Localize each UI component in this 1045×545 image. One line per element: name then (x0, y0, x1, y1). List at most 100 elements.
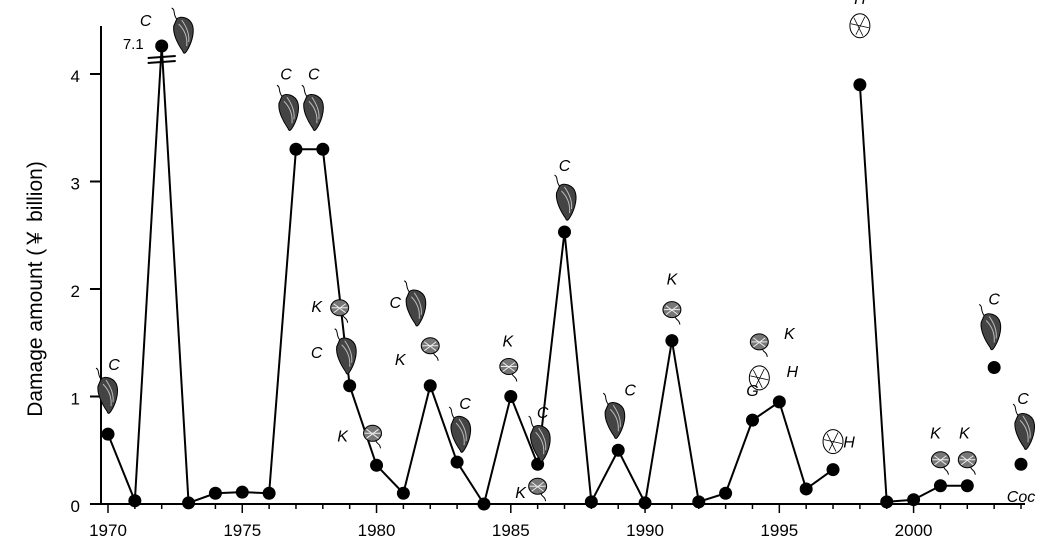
heterocapsa-icon (822, 429, 844, 455)
cell-marks (751, 337, 768, 348)
annotation-label: H (787, 364, 799, 381)
data-point (370, 458, 384, 472)
cell-body (97, 376, 118, 414)
data-point (933, 479, 947, 493)
data-series (101, 39, 1028, 511)
series-segment (670, 340, 700, 503)
flagellum (432, 352, 439, 361)
cell-stripes (561, 186, 573, 214)
data-point (772, 395, 786, 409)
heterocapsa-icon (748, 365, 770, 391)
cell-marks (422, 341, 439, 352)
x-tick-label: 1970 (89, 521, 127, 540)
y-tick-label: 0 (71, 497, 80, 516)
data-point (987, 360, 1001, 374)
series-segment (402, 385, 432, 494)
x-tick-label: 1995 (760, 521, 798, 540)
cochlodinium-icon (602, 392, 626, 439)
cell-plates (823, 432, 843, 452)
cochlodinium-icon (95, 367, 118, 414)
data-point (638, 496, 652, 510)
cell-stripes (410, 292, 422, 319)
annotation-label: C (311, 345, 323, 362)
y-tick-label: 2 (71, 282, 80, 301)
cell-body (555, 183, 577, 221)
data-point (423, 379, 437, 393)
data-point (558, 225, 571, 239)
cell-stripes (178, 19, 190, 47)
karenia-icon (420, 337, 440, 361)
flagellum (301, 84, 308, 97)
cochlodinium-icon (528, 415, 551, 462)
cell-stripes (985, 316, 997, 343)
series-segment (724, 419, 754, 494)
series-segment (456, 461, 485, 505)
data-point (289, 142, 303, 156)
flagellum (674, 316, 681, 325)
flagellum (448, 406, 455, 419)
data-point (853, 78, 867, 92)
y-tick-label: 1 (71, 390, 80, 409)
cochlodinium-icon (978, 304, 1002, 351)
series-segment (858, 84, 888, 502)
cell-stripes (455, 418, 467, 446)
annotation-label: C (1017, 391, 1029, 408)
karenia-icon (662, 301, 682, 325)
data-point (907, 493, 921, 507)
data-point (504, 390, 518, 403)
y-tick-label: 3 (71, 175, 80, 194)
data-point (128, 494, 142, 508)
annotation-label: C (308, 66, 320, 83)
data-point (799, 482, 813, 496)
annotation-label: C (280, 66, 292, 83)
series-segment (107, 433, 136, 502)
flagellum (554, 174, 560, 187)
data-point (450, 455, 464, 469)
cochlodinium-icon (276, 84, 299, 131)
annotation-label: K (667, 272, 679, 289)
karenia-icon (749, 333, 769, 357)
annotation-label: C (389, 295, 401, 312)
cochlodinium-icon (403, 280, 427, 327)
annotation-label: K (337, 428, 349, 445)
data-point (343, 379, 357, 393)
annotation-label: H (854, 0, 866, 8)
cell-stripes (1019, 415, 1031, 443)
data-point (826, 463, 840, 477)
data-point (692, 495, 706, 509)
cell-marks (500, 362, 517, 372)
data-point (182, 496, 196, 510)
cell-stripes (308, 96, 320, 124)
flagellum (95, 367, 102, 380)
karenia-icon (957, 451, 977, 475)
data-point (960, 479, 974, 493)
cochlodinium-icon (554, 174, 577, 221)
flagellum (342, 314, 349, 323)
cochlodinium-icon (171, 7, 194, 54)
data-point (665, 334, 679, 348)
karenia-icon (528, 477, 548, 502)
annotation-labels: CCCCKCKCKCKCKCCKGKHHHKKCCCoc (108, 0, 1035, 506)
data-point (235, 485, 249, 499)
x-tick-label: 1990 (626, 521, 664, 540)
cell-body (530, 425, 551, 462)
series-segment (509, 396, 539, 465)
annotation-label: C (624, 382, 636, 399)
annotation-label: K (515, 485, 527, 502)
cell-body (173, 16, 194, 54)
cell-stripes (341, 340, 353, 367)
series-segment (644, 340, 673, 504)
flagellum (375, 440, 382, 449)
flagellum (540, 493, 547, 502)
annotation-label: C (559, 158, 571, 175)
cell-body (278, 94, 299, 131)
series-segment (268, 149, 297, 494)
data-point (101, 427, 115, 441)
karenia-icon (499, 358, 519, 382)
flagellum (276, 84, 283, 97)
heterocapsa-icon (849, 13, 871, 39)
series-segment (482, 396, 512, 505)
cell-marks (529, 481, 546, 492)
cell-marks (364, 428, 381, 439)
